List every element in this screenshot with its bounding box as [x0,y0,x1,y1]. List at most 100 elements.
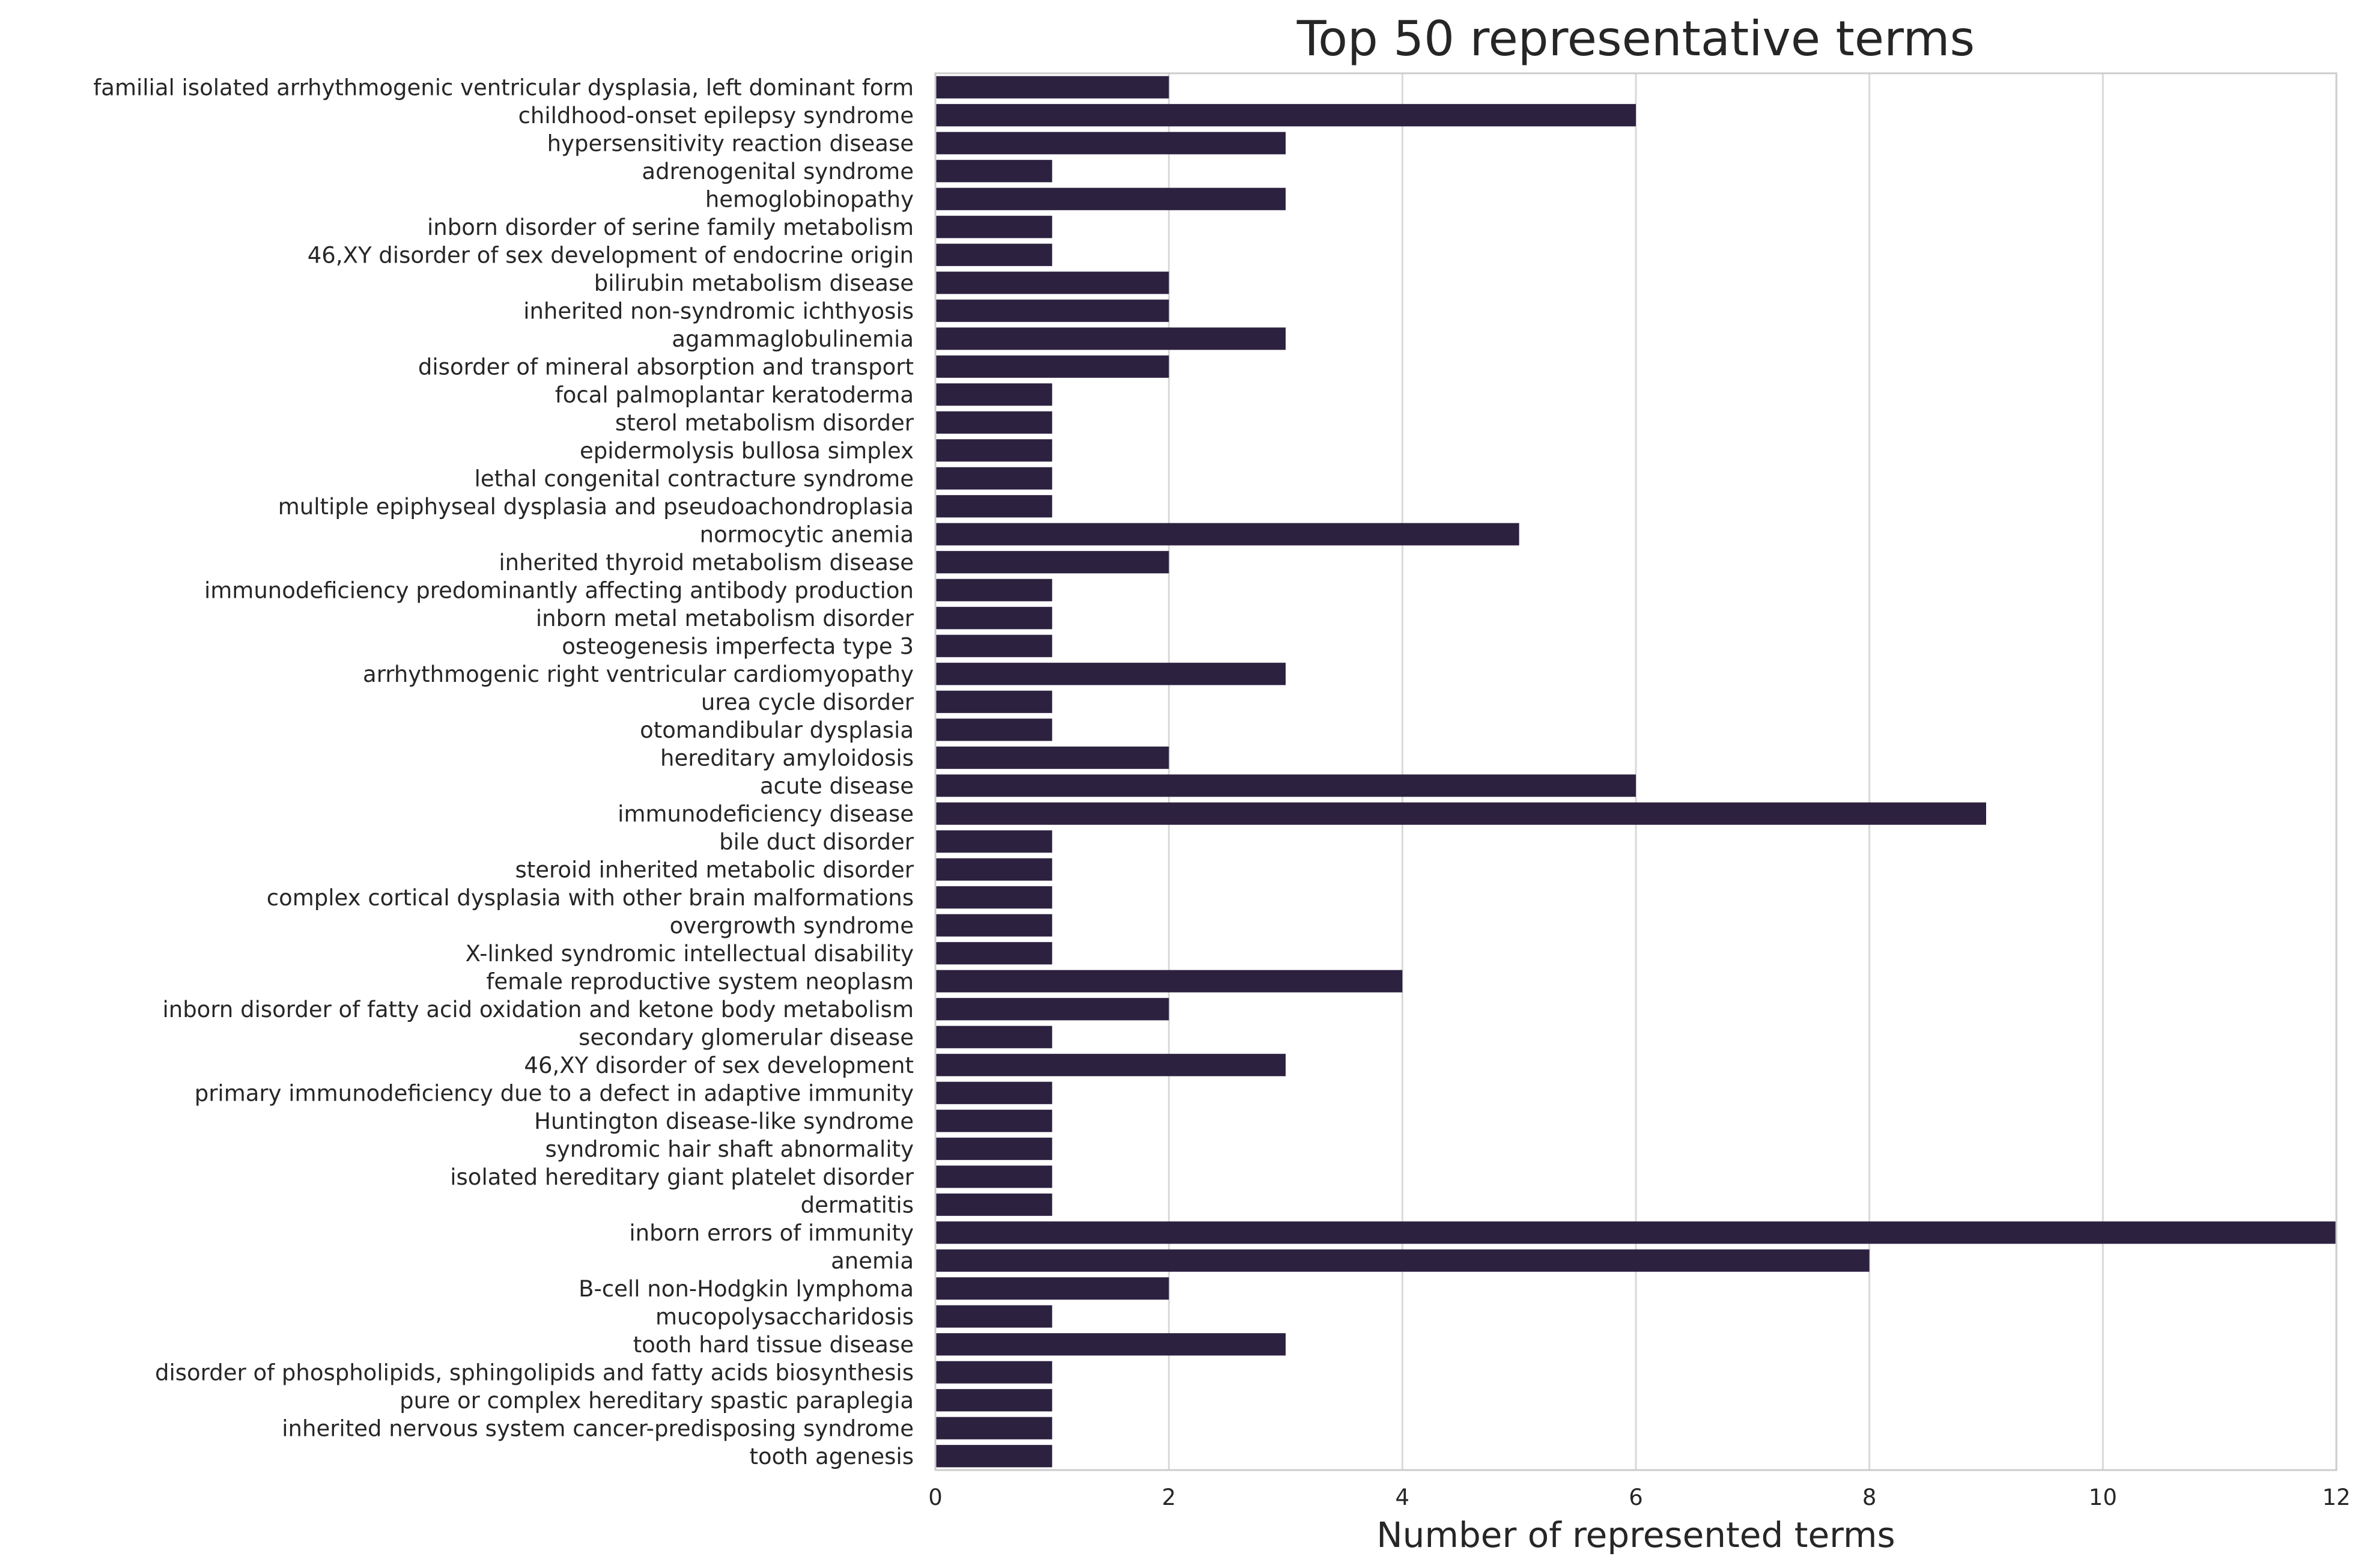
category-label: acute disease [760,773,914,799]
bar [935,299,1169,322]
bar [935,970,1403,992]
category-label: bilirubin metabolism disease [594,270,914,296]
bar [935,1165,1053,1188]
bar [935,858,1053,881]
bar [935,1137,1053,1160]
category-label: isolated hereditary giant platelet disor… [450,1164,914,1190]
bar [935,467,1053,490]
category-label: lethal congenital contracture syndrome [475,466,914,491]
bar [935,719,1053,741]
category-label: childhood-onset epilepsy syndrome [518,103,914,129]
category-label: inherited non-syndromic ichthyosis [523,298,914,324]
bar [935,579,1053,601]
category-label: bile duct disorder [719,829,914,855]
category-label: arrhythmogenic right ventricular cardiom… [363,661,914,687]
category-label: agammaglobulinemia [672,326,914,352]
category-label: multiple epiphyseal dysplasia and pseudo… [278,494,914,520]
category-label: pure or complex hereditary spastic parap… [400,1388,914,1414]
bar [935,272,1169,294]
bar [935,1026,1053,1048]
bar [935,523,1519,545]
category-label: sterol metabolism disorder [615,410,914,436]
bar [935,1277,1169,1300]
bar [935,187,1286,210]
category-label: focal palmoplantar keratoderma [555,382,914,408]
bar [935,942,1053,965]
category-label: overgrowth syndrome [670,913,914,938]
bar [935,243,1053,266]
bar [935,634,1053,657]
x-tick-label: 4 [1396,1484,1410,1510]
bar [935,104,1636,127]
category-label: disorder of mineral absorption and trans… [418,354,914,380]
category-label: inborn disorder of serine family metabol… [427,214,914,240]
category-label: steroid inherited metabolic disorder [515,857,914,883]
category-label: normocytic anemia [700,521,914,547]
bar [935,1054,1286,1077]
bar [935,830,1053,853]
bar [935,774,1636,797]
category-label: inborn metal metabolism disorder [536,606,914,631]
category-label: otomandibular dysplasia [640,717,914,743]
bar [935,76,1169,99]
bar [935,1361,1053,1384]
bar [935,327,1286,350]
bar [935,1417,1053,1439]
bar [935,1249,1870,1272]
bar [935,411,1053,434]
bars [935,76,2336,1468]
category-label: dermatitis [801,1192,914,1218]
bar [935,663,1286,685]
bar [935,216,1053,239]
category-label: inborn errors of immunity [629,1220,914,1246]
category-label: 46,XY disorder of sex development [524,1053,914,1078]
category-label: female reproductive system neoplasm [486,968,914,994]
category-label: syndromic hair shaft abnormality [545,1136,914,1162]
category-label: hypersensitivity reaction disease [547,130,914,156]
bar [935,132,1286,154]
bar [935,690,1053,713]
bar [935,802,1986,825]
bar [935,160,1053,183]
category-label: anemia [831,1248,914,1274]
bar [935,1445,1053,1468]
bar [935,914,1053,937]
bar [935,551,1169,574]
x-tick-label: 8 [1862,1484,1877,1510]
category-label: inherited nervous system cancer-predispo… [282,1415,914,1441]
bar [935,1305,1053,1328]
bar [935,1389,1053,1412]
x-tick-label: 12 [2322,1484,2350,1510]
x-tick-labels: 0 2 4 6 8 10 12 [928,1484,2350,1510]
category-label: hereditary amyloidosis [660,745,914,771]
bar [935,886,1053,909]
category-label: familial isolated arrhythmogenic ventric… [93,74,914,100]
x-tick-label: 2 [1162,1484,1176,1510]
category-label: adrenogenital syndrome [642,159,914,184]
bar [935,383,1053,406]
category-label: disorder of phospholipids, sphingolipids… [155,1360,914,1385]
category-label: tooth hard tissue disease [633,1332,914,1358]
bar [935,607,1053,630]
category-label: primary immunodeficiency due to a defect… [195,1080,914,1106]
category-label: urea cycle disorder [701,689,914,715]
category-label: 46,XY disorder of sex development of end… [308,242,914,268]
bar [935,746,1169,769]
category-labels: familial isolated arrhythmogenic ventric… [93,74,914,1469]
x-axis-label: Number of represented terms [1376,1515,1895,1555]
category-label: inherited thyroid metabolism disease [499,550,914,576]
x-tick-label: 0 [928,1484,943,1510]
bar [935,1110,1053,1132]
category-label: epidermolysis bullosa simplex [580,438,914,464]
category-label: X-linked syndromic intellectual disabili… [466,941,914,967]
category-label: inborn disorder of fatty acid oxidation … [162,997,914,1023]
x-tick-label: 10 [2089,1484,2117,1510]
bar [935,439,1053,462]
category-label: secondary glomerular disease [579,1024,914,1050]
category-label: hemoglobinopathy [705,186,914,212]
category-label: complex cortical dysplasia with other br… [267,885,914,911]
bar [935,1081,1053,1104]
bar [935,1333,1286,1356]
bar [935,1193,1053,1216]
